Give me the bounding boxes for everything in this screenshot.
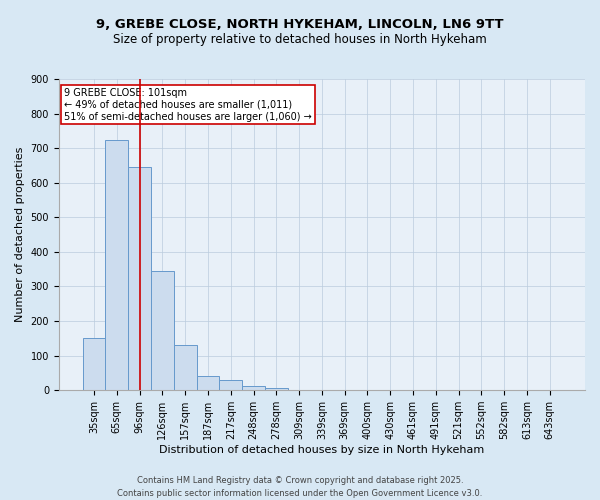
Text: Size of property relative to detached houses in North Hykeham: Size of property relative to detached ho… (113, 32, 487, 46)
Bar (83, 338, 106, 390)
Text: Contains HM Land Registry data © Crown copyright and database right 2025.
Contai: Contains HM Land Registry data © Crown c… (118, 476, 482, 498)
Bar (174, 344, 197, 390)
Bar (106, 140, 128, 390)
Text: 9, GREBE CLOSE, NORTH HYKEHAM, LINCOLN, LN6 9TT: 9, GREBE CLOSE, NORTH HYKEHAM, LINCOLN, … (96, 18, 504, 30)
Bar (151, 271, 174, 390)
X-axis label: Distribution of detached houses by size in North Hykeham: Distribution of detached houses by size … (159, 445, 485, 455)
Bar (242, 386, 265, 390)
Text: 9 GREBE CLOSE: 101sqm
← 49% of detached houses are smaller (1,011)
51% of semi-d: 9 GREBE CLOSE: 101sqm ← 49% of detached … (64, 88, 312, 122)
Bar (128, 167, 151, 390)
Bar (197, 376, 220, 390)
Y-axis label: Number of detached properties: Number of detached properties (15, 147, 25, 322)
Bar (265, 388, 288, 390)
Bar (220, 380, 242, 390)
